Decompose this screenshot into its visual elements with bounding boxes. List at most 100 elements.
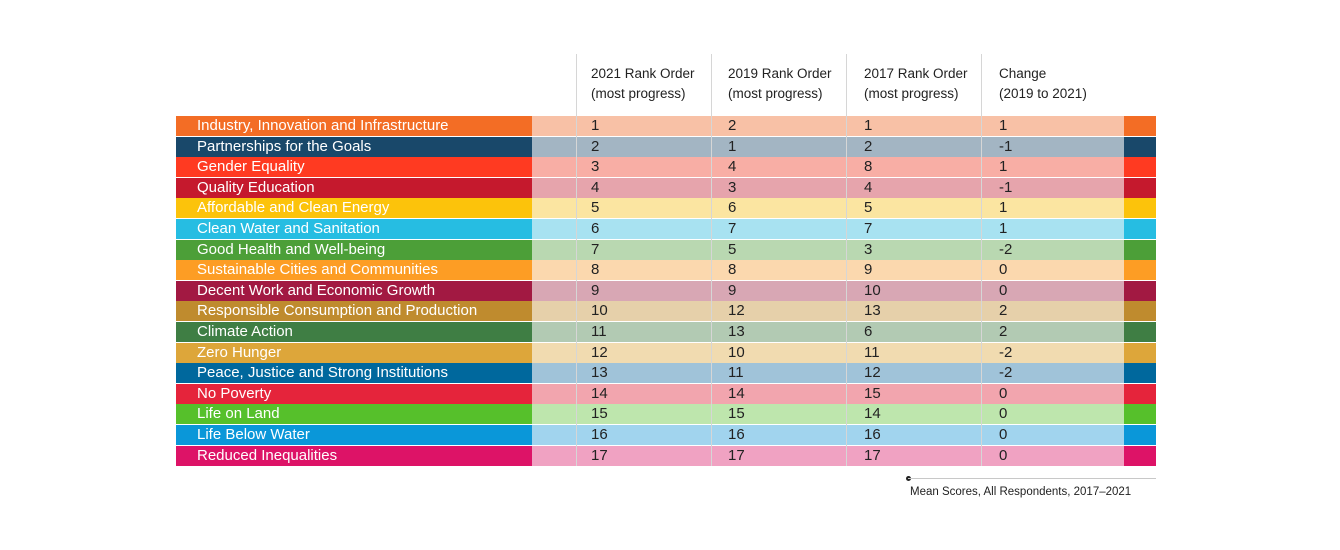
row-color-swatch	[1124, 404, 1156, 425]
goal-label: Climate Action	[176, 322, 532, 342]
cell-rank-2017: 8	[864, 158, 873, 176]
cell-rank-2017: 5	[864, 199, 873, 217]
cell-rank-2021: 3	[591, 158, 600, 176]
table-row: Industry, Innovation and Infrastructure 1…	[176, 116, 1156, 136]
cell-change: -1	[999, 178, 1013, 196]
cell-rank-2019: 15	[728, 405, 745, 423]
cell-rank-2017: 15	[864, 384, 881, 402]
row-color-swatch	[1124, 445, 1156, 466]
row-color-swatch	[1124, 239, 1156, 260]
cell-rank-2019: 6	[728, 199, 737, 217]
goal-label: Responsible Consumption and Production	[176, 301, 532, 322]
goal-label: Quality Education	[176, 177, 532, 198]
cell-rank-2019: 4	[728, 158, 737, 176]
row-tint	[532, 322, 1124, 342]
cell-rank-2019: 16	[728, 426, 745, 443]
cell-rank-2017: 11	[864, 343, 880, 361]
goal-label: Clean Water and Sanitation	[176, 219, 532, 239]
cell-rank-2021: 2	[591, 137, 600, 155]
table-row: Life on Land 15 15 14 0	[176, 404, 1156, 425]
goal-label: Affordable and Clean Energy	[176, 198, 532, 219]
cell-rank-2021: 1	[591, 117, 600, 134]
column-header-rank-2021: 2021 Rank Order (most progress)	[591, 66, 695, 101]
row-color-swatch	[1124, 219, 1156, 239]
cell-rank-2017: 3	[864, 240, 873, 258]
cell-change: 0	[999, 384, 1008, 402]
cell-rank-2019: 13	[728, 323, 745, 340]
cell-change: 0	[999, 405, 1008, 423]
cell-change: -2	[999, 364, 1013, 382]
cell-rank-2017: 6	[864, 323, 873, 340]
cell-change: 0	[999, 281, 1008, 299]
cell-rank-2019: 14	[728, 384, 745, 402]
cell-rank-2021: 4	[591, 178, 600, 196]
cell-rank-2021: 8	[591, 261, 600, 279]
cell-change: 0	[999, 426, 1008, 443]
cell-rank-2019: 9	[728, 281, 737, 299]
row-tint	[532, 198, 1124, 219]
cell-rank-2021: 7	[591, 240, 600, 258]
cell-rank-2021: 12	[591, 343, 608, 361]
cell-rank-2019: 3	[728, 178, 737, 196]
row-color-swatch	[1124, 301, 1156, 322]
cell-change: -1	[999, 137, 1013, 155]
column-header-rank-2019: 2019 Rank Order (most progress)	[728, 66, 832, 101]
goal-label: Gender Equality	[176, 157, 532, 178]
cell-rank-2017: 12	[864, 364, 881, 382]
row-tint	[532, 445, 1124, 466]
cell-rank-2017: 10	[864, 281, 881, 299]
cell-rank-2021: 10	[591, 302, 608, 320]
column-header-rank-2017: 2017 Rank Order (most progress)	[864, 66, 968, 101]
cell-rank-2021: 13	[591, 364, 608, 382]
row-tint	[532, 363, 1124, 384]
cell-rank-2017: 14	[864, 405, 881, 423]
row-color-swatch	[1124, 177, 1156, 198]
goal-label: Industry, Innovation and Infrastructure	[176, 116, 532, 136]
table-row: Zero Hunger 12 10 11 -2	[176, 342, 1156, 363]
table-row: Sustainable Cities and Communities 8 8 9 0	[176, 260, 1156, 281]
row-color-swatch	[1124, 260, 1156, 281]
goal-label: Life Below Water	[176, 425, 532, 445]
cell-rank-2019: 17	[728, 446, 745, 464]
row-tint	[532, 219, 1124, 239]
table-row: Gender Equality 3 4 8 1	[176, 157, 1156, 178]
cell-change: -2	[999, 343, 1013, 361]
table-row: No Poverty 14 14 15 0	[176, 383, 1156, 404]
cell-rank-2019: 1	[728, 137, 737, 155]
column-separator	[981, 54, 982, 466]
cell-change: 0	[999, 261, 1008, 279]
table-row: Affordable and Clean Energy 5 6 5 1	[176, 198, 1156, 219]
cell-rank-2021: 16	[591, 426, 608, 443]
table-row: Quality Education 4 3 4 -1	[176, 177, 1156, 198]
table-row: Peace, Justice and Strong Institutions 13…	[176, 363, 1156, 384]
table-row: Clean Water and Sanitation 6 7 7 1	[176, 219, 1156, 239]
cell-rank-2021: 15	[591, 405, 608, 423]
goal-label: No Poverty	[176, 383, 532, 404]
goal-label: Peace, Justice and Strong Institutions	[176, 363, 532, 384]
footnote: Mean Scores, All Respondents, 2017–2021	[910, 486, 1132, 498]
cell-change: 1	[999, 199, 1008, 217]
cell-rank-2017: 13	[864, 302, 881, 320]
cell-rank-2017: 7	[864, 220, 873, 237]
cell-rank-2019: 2	[728, 117, 737, 134]
cell-rank-2021: 6	[591, 220, 600, 237]
cell-rank-2017: 9	[864, 261, 873, 279]
row-tint	[532, 157, 1124, 178]
cell-change: 1	[999, 117, 1008, 134]
row-tint	[532, 177, 1124, 198]
cell-change: -2	[999, 240, 1013, 258]
goal-label: Good Health and Well-being	[176, 239, 532, 260]
cell-rank-2019: 8	[728, 261, 737, 279]
row-tint	[532, 116, 1124, 136]
table-row: Decent Work and Economic Growth 9 9 10 0	[176, 280, 1156, 301]
cell-rank-2017: 17	[864, 446, 881, 464]
cell-rank-2017: 16	[864, 426, 881, 443]
cell-rank-2019: 10	[728, 343, 745, 361]
table-row: Climate Action 11 13 6 2	[176, 322, 1156, 342]
table-row: Good Health and Well-being 7 5 3 -2	[176, 239, 1156, 260]
goal-label: Decent Work and Economic Growth	[176, 280, 532, 301]
cell-change: 2	[999, 323, 1008, 340]
row-color-swatch	[1124, 425, 1156, 445]
cell-rank-2017: 4	[864, 178, 873, 196]
